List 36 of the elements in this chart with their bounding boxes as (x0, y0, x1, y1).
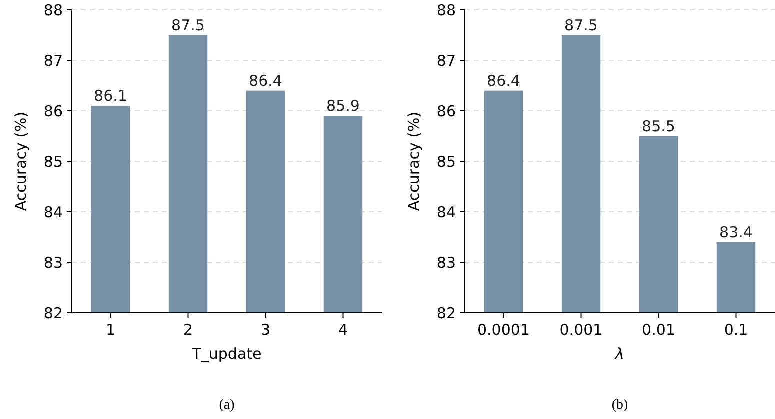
data-label: 86.1 (94, 86, 128, 105)
data-label: 86.4 (249, 72, 282, 90)
y-tick-label: 83 (436, 254, 456, 272)
y-tick-label: 85 (436, 152, 456, 171)
y-tick-label: 87 (44, 52, 63, 70)
x-tick-label: 0.1 (724, 321, 748, 339)
x-tick-label: 2 (183, 321, 194, 339)
data-label: 85.9 (326, 97, 360, 116)
y-tick-label: 88 (436, 1, 456, 20)
data-label: 85.5 (642, 117, 676, 136)
y-tick-label: 86 (44, 102, 63, 120)
y-tick-label: 84 (436, 203, 456, 222)
x-tick-label: 0.01 (642, 321, 676, 339)
x-axis-title: λ (614, 345, 624, 363)
x-axis-title: T_update (191, 345, 262, 363)
y-axis-title: Accuracy (%) (405, 112, 423, 212)
data-label: 87.5 (564, 16, 598, 34)
y-tick-label: 82 (44, 304, 63, 322)
y-tick-label: 84 (44, 203, 63, 222)
x-tick-label: 1 (106, 321, 116, 339)
y-tick-label: 86 (436, 102, 456, 120)
y-tick-label: 83 (44, 254, 63, 272)
text: (b) (612, 398, 628, 413)
x-tick-label: 3 (260, 321, 271, 339)
x-tick-label: 4 (338, 321, 348, 339)
text: (a) (219, 398, 236, 413)
x-tick-label: 0.001 (560, 321, 603, 339)
data-label: 83.4 (720, 223, 753, 242)
x-tick-label: 0.0001 (478, 321, 530, 339)
data-label: 87.5 (172, 16, 205, 34)
y-tick-label: 88 (44, 1, 63, 20)
y-tick-label: 87 (436, 52, 456, 70)
y-axis-title: Accuracy (%) (12, 112, 30, 212)
y-tick-label: 85 (44, 152, 63, 171)
data-label: 86.4 (487, 72, 520, 90)
y-tick-label: 82 (436, 304, 456, 322)
